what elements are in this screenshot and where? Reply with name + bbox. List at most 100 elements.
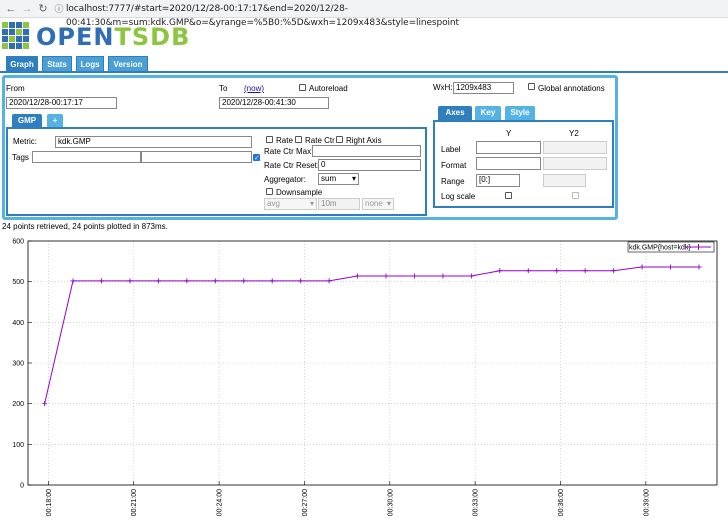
- series-layer: [42, 264, 702, 407]
- y2-label-input[interactable]: [543, 141, 607, 154]
- metric-input[interactable]: kdk.GMP: [55, 136, 252, 148]
- data-point: [497, 268, 503, 274]
- y2-range-input[interactable]: [543, 174, 586, 187]
- downsample-interval-input[interactable]: 10m: [318, 198, 360, 210]
- data-point: [184, 278, 190, 284]
- tag-group-checkbox[interactable]: [253, 154, 260, 162]
- right-axis-checkbox[interactable]: [336, 136, 343, 143]
- x-tick-label: 00:39:00: [643, 489, 650, 516]
- address-bar[interactable]: localhost:7777/#start=2020/12/28-00:17:1…: [66, 4, 459, 28]
- logo-square: [9, 36, 15, 42]
- downsample-function-value: avg: [267, 199, 280, 208]
- rate-label: Rate: [276, 136, 293, 145]
- status-text: 24 points retrieved, 24 points plotted i…: [2, 222, 168, 231]
- from-input[interactable]: 2020/12/28-00:17:17: [6, 97, 117, 109]
- x-tick-label: 00:33:00: [473, 489, 480, 516]
- logo-square: [16, 43, 22, 49]
- data-point: [269, 278, 275, 284]
- arrow-right-icon[interactable]: →: [21, 3, 33, 15]
- aggregator-select[interactable]: sum: [318, 173, 359, 185]
- legend-series-name: kdk.GMP{host=kdk}: [629, 245, 691, 252]
- browser-toolbar: ← → ↻ ⓘ localhost:7777/#start=2020/12/28…: [0, 0, 728, 28]
- y-tick-label: 600: [12, 239, 24, 246]
- tab-key[interactable]: Key: [475, 106, 501, 120]
- global-annotations-checkbox[interactable]: [528, 83, 535, 90]
- tab-stats[interactable]: Stats: [42, 56, 72, 71]
- log-scale-label: Log scale: [441, 192, 476, 201]
- chart-legend: kdk.GMP{host=kdk}: [627, 241, 715, 253]
- reload-icon[interactable]: ↻: [38, 3, 48, 15]
- x-tick-label: 00:27:00: [302, 489, 309, 516]
- data-point: [411, 273, 417, 279]
- tab-style[interactable]: Style: [505, 106, 535, 120]
- y-format-input[interactable]: [476, 157, 541, 170]
- data-point: [611, 268, 617, 274]
- to-label: To: [219, 84, 228, 93]
- axis-label-label: Label: [441, 145, 461, 154]
- y-tick-label: 0: [20, 483, 24, 490]
- rate-ctr-reset-input[interactable]: 0: [318, 159, 421, 171]
- y-label-input[interactable]: [476, 141, 541, 154]
- opentsdb-logo-icon: [2, 22, 30, 50]
- axis-range-label: Range: [441, 177, 465, 186]
- tab-add-metric[interactable]: +: [47, 114, 63, 128]
- wxh-input[interactable]: 1209x483: [453, 82, 514, 94]
- rate-ctr-reset-label: Rate Ctr Reset:: [264, 161, 320, 170]
- data-point: [468, 273, 474, 279]
- rate-ctr-checkbox[interactable]: [295, 136, 302, 143]
- tab-metric-gmp[interactable]: GMP: [12, 114, 42, 128]
- autoreload-label: Autoreload: [309, 84, 348, 93]
- x-tick-label: 00:18:00: [46, 489, 53, 516]
- data-point: [298, 278, 304, 284]
- tag-value-input[interactable]: [141, 151, 252, 163]
- data-point: [70, 278, 76, 284]
- data-point: [212, 278, 218, 284]
- x-axis-ticks: 00:18:00 00:21:00 00:24:00 00:27:00 00:30:00…: [46, 481, 650, 516]
- x-tick-label: 00:30:00: [387, 489, 394, 516]
- y-tick-label: 100: [12, 442, 24, 449]
- data-point: [98, 278, 104, 284]
- arrow-left-icon[interactable]: ←: [5, 3, 17, 15]
- y-log-scale-checkbox[interactable]: [505, 192, 512, 199]
- downsample-function-select[interactable]: avg: [264, 198, 317, 210]
- tag-key-input[interactable]: [32, 151, 141, 163]
- x-tick-label: 00:21:00: [131, 489, 138, 516]
- y2-format-input[interactable]: [543, 157, 607, 170]
- logo-square: [16, 29, 22, 35]
- y-tick-label: 300: [12, 361, 24, 368]
- chart-grid: [28, 241, 717, 485]
- rate-checkbox[interactable]: [266, 136, 273, 143]
- logo-square: [16, 36, 22, 42]
- logo-text: OPENTSDB: [36, 23, 191, 51]
- logo-square: [9, 29, 15, 35]
- data-point: [440, 273, 446, 279]
- rate-ctr-max-input[interactable]: [312, 145, 421, 157]
- y-column-header: Y: [506, 129, 512, 138]
- y-tick-label: 200: [12, 401, 24, 408]
- tab-version[interactable]: Version: [108, 56, 148, 71]
- tags-label: Tags: [12, 153, 29, 162]
- autoreload-checkbox[interactable]: [299, 84, 306, 91]
- logo-square: [2, 43, 8, 49]
- downsample-fill-select[interactable]: none: [362, 198, 394, 210]
- tab-logs[interactable]: Logs: [76, 56, 104, 71]
- query-panel: [2, 75, 618, 220]
- data-point: [525, 268, 531, 274]
- y-range-input[interactable]: [0:]: [476, 174, 520, 187]
- y2-log-scale-checkbox[interactable]: [572, 192, 579, 199]
- now-link[interactable]: (now): [244, 84, 265, 93]
- data-point: [554, 268, 560, 274]
- to-input[interactable]: 2020/12/28-00:41:30: [219, 97, 329, 109]
- y-tick-label: 500: [12, 279, 24, 286]
- downsample-checkbox[interactable]: [266, 188, 273, 195]
- tab-axes[interactable]: Axes: [438, 106, 472, 120]
- data-point: [326, 278, 332, 284]
- data-point: [668, 264, 674, 270]
- data-point: [155, 278, 161, 284]
- logo-square: [23, 22, 29, 28]
- legend-box: [627, 241, 715, 253]
- tab-graph[interactable]: Graph: [6, 56, 38, 71]
- logo-square: [9, 22, 15, 28]
- timeseries-chart[interactable]: 0 100 200 300 400 500 600 00:18:00 00:21:00 00:2…: [0, 233, 728, 530]
- data-point: [696, 264, 702, 270]
